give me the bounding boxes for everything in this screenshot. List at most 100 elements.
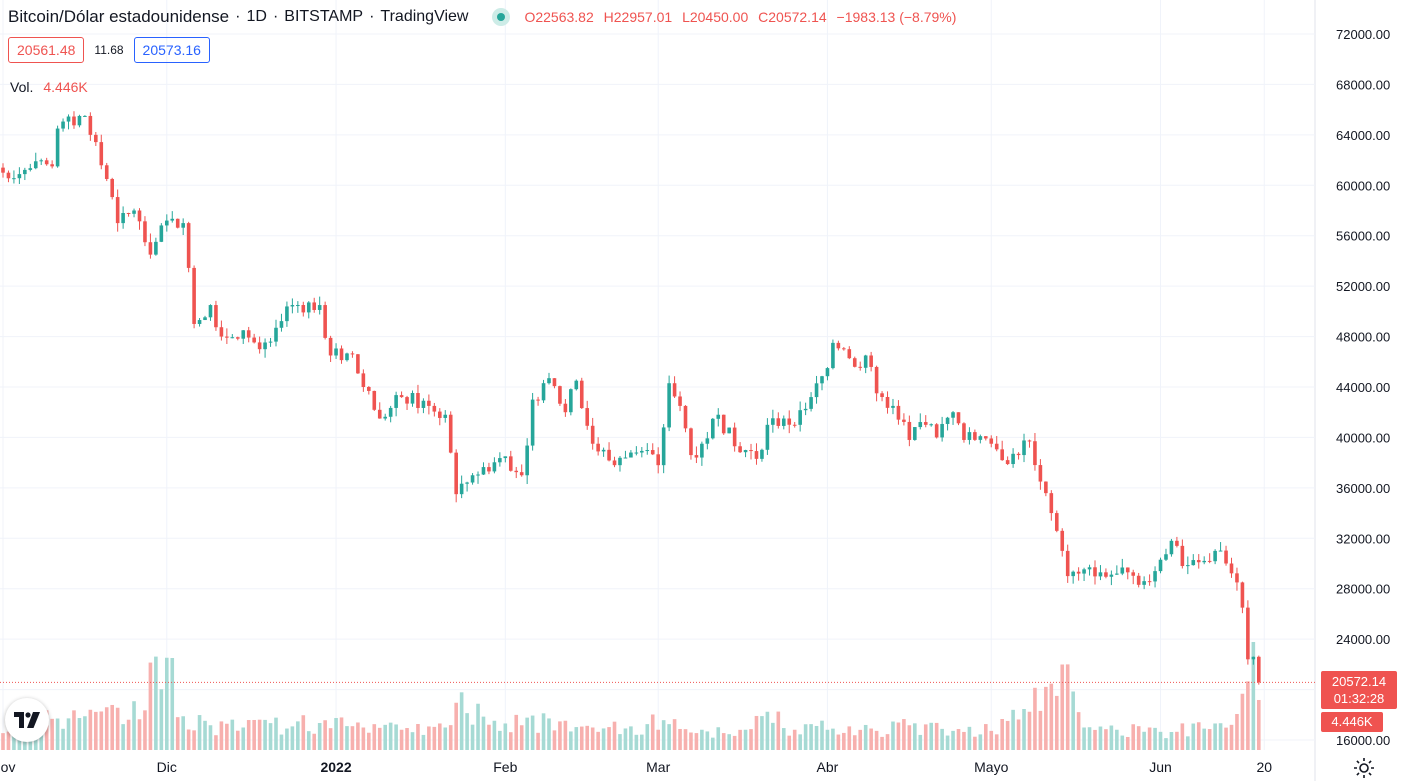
- legend-separator: ·: [235, 8, 241, 25]
- candle-up: [230, 337, 235, 339]
- volume-bar: [579, 726, 584, 750]
- volume-bar: [1065, 664, 1070, 750]
- candle-down: [858, 366, 863, 368]
- buy-price-button[interactable]: 20573.16: [133, 37, 210, 63]
- gear-icon[interactable]: [1352, 756, 1376, 780]
- volume-label[interactable]: Vol.: [10, 79, 34, 95]
- volume-bar: [1191, 723, 1196, 750]
- time-axis[interactable]: Nov Dic 2022 Feb Mar Abr Mayo Jun 20: [0, 759, 1272, 775]
- volume-bar: [880, 736, 884, 750]
- volume-bar: [476, 703, 480, 750]
- volume-bar: [498, 730, 502, 750]
- candle-down: [361, 373, 366, 387]
- candle-up: [743, 450, 748, 453]
- candle-down: [896, 405, 901, 420]
- price-axis[interactable]: 72000.00 68000.00 64000.00 60000.00 56000.00…: [1336, 27, 1390, 748]
- candle-up: [443, 414, 448, 418]
- candle-down: [579, 380, 584, 409]
- candle-up: [574, 380, 579, 390]
- price-tick-label: 40000.00: [1336, 430, 1390, 445]
- last-price-label: 20572.14 01:32:28: [1321, 671, 1397, 709]
- legend-separator: ·: [272, 8, 279, 25]
- tradingview-logo-icon[interactable]: [5, 698, 49, 742]
- volume-bar: [596, 731, 600, 750]
- volume-bar: [629, 726, 633, 750]
- volume-bar: [181, 716, 185, 750]
- candle-up: [383, 416, 387, 419]
- candle-up: [410, 392, 415, 404]
- volume-bar: [339, 717, 344, 750]
- candle-down: [6, 172, 11, 179]
- volume-bar: [940, 728, 944, 750]
- candle-down: [1049, 493, 1054, 514]
- volume-bar: [831, 728, 835, 750]
- volume-bar: [104, 707, 109, 750]
- candle-down: [186, 223, 191, 268]
- candle-up: [394, 395, 398, 408]
- volume-bar: [1027, 711, 1032, 750]
- volume-bar: [754, 715, 759, 750]
- volume-bar: [208, 725, 213, 750]
- volume-bar: [296, 721, 300, 750]
- price-tick-label: 64000.00: [1336, 128, 1390, 143]
- volume-bar: [623, 728, 628, 750]
- volume-bar: [470, 724, 475, 750]
- candle-up: [820, 376, 824, 384]
- volume-bar: [590, 727, 595, 750]
- candle-down: [650, 450, 655, 455]
- candle-up: [296, 305, 300, 307]
- volume-bar: [399, 729, 404, 750]
- volume-bar: [934, 722, 939, 750]
- candle-up: [465, 482, 469, 484]
- candle-up: [28, 168, 33, 170]
- symbol-legend: Bitcoin/Dólar estadounidense · 1D · BITS…: [8, 6, 962, 28]
- symbol-name[interactable]: Bitcoin/Dólar estadounidense: [8, 7, 230, 26]
- candle-up: [165, 220, 169, 226]
- candle-down: [1257, 656, 1261, 683]
- candle-up: [645, 450, 650, 452]
- candle-down: [596, 443, 600, 452]
- candle-down: [427, 400, 431, 406]
- candle-down: [852, 358, 857, 367]
- volume-bar: [585, 725, 590, 750]
- volume-bar: [552, 730, 557, 750]
- volume-bar: [115, 707, 120, 750]
- sell-price-button[interactable]: 20561.48: [8, 37, 85, 63]
- volume-bar: [891, 721, 895, 750]
- last-volume-label: 4.446K: [1321, 712, 1383, 732]
- volume-bar: [945, 735, 950, 750]
- candle-down: [1054, 513, 1059, 531]
- candle-down: [732, 427, 737, 447]
- interval-label[interactable]: 1D: [246, 8, 267, 25]
- volume-bar: [951, 730, 955, 750]
- volume-bar: [50, 718, 54, 750]
- volume-bar: [738, 729, 742, 750]
- market-status-icon[interactable]: [492, 8, 511, 26]
- candle-up: [541, 383, 546, 401]
- volume-bar: [361, 727, 366, 750]
- volume-bar: [656, 729, 660, 750]
- candle-down: [1235, 573, 1239, 583]
- candle-up: [459, 483, 464, 495]
- candle-up: [17, 174, 22, 179]
- candle-up: [170, 218, 175, 221]
- volume-bar: [678, 728, 682, 750]
- candle-down: [776, 418, 781, 426]
- candle-up: [929, 424, 933, 426]
- candle-up: [863, 355, 868, 368]
- candle-up: [476, 474, 480, 476]
- candle-up: [629, 452, 633, 458]
- candle-up: [421, 400, 426, 408]
- candle-down: [749, 450, 753, 452]
- volume-bar: [1136, 726, 1141, 750]
- volume-bar: [334, 718, 338, 750]
- volume-bar: [1218, 723, 1223, 750]
- candle-down: [1060, 530, 1065, 551]
- candle-up: [1251, 656, 1256, 660]
- candle-down: [1065, 550, 1070, 577]
- candle-up: [77, 115, 82, 126]
- candle-up: [814, 383, 819, 398]
- candle-down: [99, 142, 104, 166]
- volume-bar: [989, 730, 994, 750]
